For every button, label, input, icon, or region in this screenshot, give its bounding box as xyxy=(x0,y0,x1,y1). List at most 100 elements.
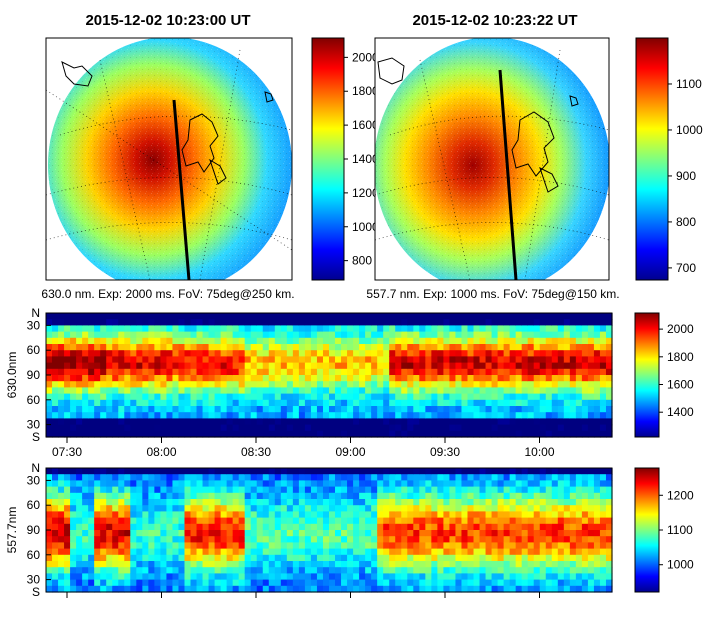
keogram-630-cell xyxy=(335,406,342,413)
keogram-557-cell xyxy=(443,517,451,525)
keogram-557-cell xyxy=(395,585,402,593)
keogram-557-cell xyxy=(365,548,372,556)
keogram-630-cell xyxy=(443,313,451,320)
keogram-630-cell xyxy=(268,319,276,326)
keogram-557-cell xyxy=(365,561,372,568)
keogram-630-cell xyxy=(292,430,300,438)
keogram-630-cell xyxy=(196,319,204,326)
keogram-630-cell xyxy=(599,430,607,438)
keogram-557-cell xyxy=(335,579,342,587)
keogram-557-cell xyxy=(581,542,589,550)
keogram-557-cell xyxy=(310,480,318,488)
keogram-630-cell xyxy=(425,368,432,376)
keogram-630-cell xyxy=(509,313,517,320)
keogram-630-cell xyxy=(178,368,186,376)
keogram-630-cell xyxy=(118,356,125,364)
keogram-630-cell xyxy=(353,406,360,413)
keogram-630-cell xyxy=(100,337,107,345)
keogram-557-cell xyxy=(401,548,408,556)
keogram-630-cell xyxy=(298,313,306,320)
keogram-630-cell xyxy=(298,356,306,364)
keogram-630-cell xyxy=(527,319,535,326)
keogram-630-cell xyxy=(304,406,312,413)
keogram-557-cell xyxy=(413,548,420,556)
keogram-557-cell xyxy=(106,511,113,519)
keogram-557-cell xyxy=(575,542,583,550)
keogram-557-cell xyxy=(88,511,95,519)
keogram-630-cell xyxy=(485,337,493,345)
keogram-557-cell xyxy=(94,579,101,587)
keogram-557-cell xyxy=(347,499,354,506)
keogram-557-cell xyxy=(401,561,408,568)
keogram-630-cell xyxy=(437,399,444,407)
keogram-557-cell xyxy=(329,548,336,556)
keogram-557-cell xyxy=(136,585,143,593)
keogram-557-cell xyxy=(310,542,318,550)
keogram-630-cell xyxy=(244,430,252,438)
keogram-630-cell xyxy=(539,412,547,419)
keogram-557-cell xyxy=(569,486,577,494)
keogram-630-cell xyxy=(118,412,125,419)
keogram-557-cell xyxy=(479,542,487,550)
keogram-630-cell xyxy=(365,325,372,333)
keogram-630-cell xyxy=(401,331,408,339)
keogram-557-cell xyxy=(437,492,444,500)
keogram-557-cell xyxy=(521,561,529,568)
keogram-630-cell xyxy=(329,381,336,388)
keogram-557-cell xyxy=(587,517,595,525)
keogram-630-cell xyxy=(280,313,288,320)
keogram-557-cell xyxy=(88,492,95,500)
keogram-630-cell xyxy=(407,399,414,407)
keogram-557-cell xyxy=(160,530,168,537)
keogram-630-cell xyxy=(473,418,481,426)
keogram-557-cell xyxy=(593,567,601,574)
keogram-630-cell xyxy=(148,362,155,370)
keogram-557-cell xyxy=(268,585,276,593)
keogram-557-cell xyxy=(539,542,547,550)
keogram-630-cell xyxy=(244,325,252,333)
keogram-630-cell xyxy=(322,387,330,395)
keogram-630-cell xyxy=(365,337,372,345)
keogram-630-cell xyxy=(371,356,378,364)
keogram-557-cell xyxy=(196,530,204,537)
keogram-557-cell xyxy=(443,505,451,512)
keogram-630-cell xyxy=(76,325,83,333)
keogram-557-cell xyxy=(220,486,228,494)
keogram-557-cell xyxy=(593,573,601,581)
keogram-630-cell xyxy=(371,406,378,413)
keogram-557-cell xyxy=(455,480,463,488)
keogram-630-cell xyxy=(76,331,83,339)
keogram-630-cell xyxy=(178,362,186,370)
keogram-557-cell xyxy=(485,468,493,475)
keogram-557-cell xyxy=(148,499,155,506)
keogram-557-cell xyxy=(503,554,511,562)
keogram-557-cell xyxy=(88,585,95,593)
keogram-630-cell xyxy=(467,430,475,438)
keogram-557-cell xyxy=(184,468,192,475)
keogram-557-cell xyxy=(154,567,161,574)
keogram-557-cell xyxy=(106,523,113,531)
keogram-630-cell xyxy=(515,313,523,320)
keogram-557-cell xyxy=(407,480,414,488)
keogram-630-cell xyxy=(431,362,438,370)
keogram-557-cell xyxy=(425,561,432,568)
keogram-630-cell xyxy=(238,412,246,419)
keogram-557-cell xyxy=(244,585,252,593)
keogram-557-cell xyxy=(569,579,577,587)
keogram-557-cell xyxy=(587,468,595,475)
keogram-557-cell xyxy=(383,480,390,488)
keogram-557-cell xyxy=(322,530,330,537)
keogram-557-cell xyxy=(515,523,523,531)
keogram-557-cell xyxy=(154,554,161,562)
keogram-557-cell xyxy=(329,567,336,574)
keogram-630-cell xyxy=(118,375,125,382)
keogram-630-cell xyxy=(551,406,559,413)
keogram-630-cell xyxy=(515,430,523,438)
keogram-630-cell xyxy=(365,331,372,339)
keogram-630-cell xyxy=(52,375,59,382)
keogram-557-cell xyxy=(100,492,107,500)
keogram-630-cell xyxy=(70,412,77,419)
keogram-630-cell xyxy=(485,356,493,364)
keogram-630-cell xyxy=(521,325,529,333)
keogram-630-cell xyxy=(437,362,444,370)
